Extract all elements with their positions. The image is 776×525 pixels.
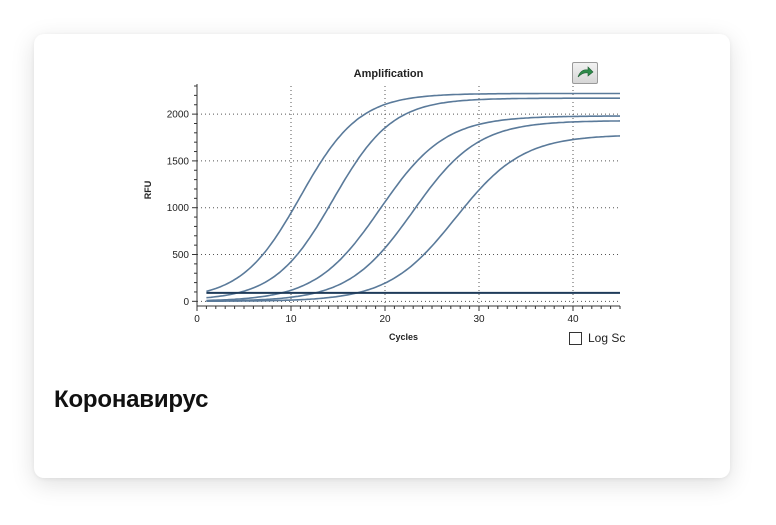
y-tick-label: 2000 <box>167 110 190 121</box>
chart-title: Amplification <box>354 68 424 80</box>
y-tick-label: 1500 <box>167 156 190 167</box>
y-tick-label: 1000 <box>167 203 190 214</box>
amplification-curve-2 <box>206 97 620 299</box>
x-tick-label: 10 <box>285 314 297 325</box>
amplification-curve-4 <box>206 120 620 302</box>
x-tick-label: 30 <box>473 314 485 325</box>
export-arrow-icon <box>577 66 594 78</box>
x-tick-label: 0 <box>194 314 200 325</box>
x-axis-label: Cycles <box>389 332 418 342</box>
y-axis-label: RFU <box>143 181 153 200</box>
amplification-chart: Amplification 0 500 1000 1500 2000 0 10 20 30 40 Cy… <box>143 68 621 342</box>
amplification-curve-5 <box>206 135 620 302</box>
amplification-curve-3 <box>206 115 620 302</box>
x-tick-label: 40 <box>567 314 579 325</box>
log-scale-toggle[interactable]: Log Sc <box>569 329 625 347</box>
log-scale-checkbox[interactable] <box>569 331 582 345</box>
y-tick-label: 500 <box>172 250 189 261</box>
card-caption: Коронавирус <box>54 386 209 413</box>
x-tick-label: 20 <box>379 314 391 325</box>
log-scale-label: Log Sc <box>588 331 625 345</box>
export-button[interactable] <box>572 62 598 84</box>
amplification-curve-1 <box>206 92 620 293</box>
y-tick-label: 0 <box>183 297 189 308</box>
card: Amplification 0 500 1000 1500 2000 0 10 20 30 40 Cy… <box>34 34 730 478</box>
